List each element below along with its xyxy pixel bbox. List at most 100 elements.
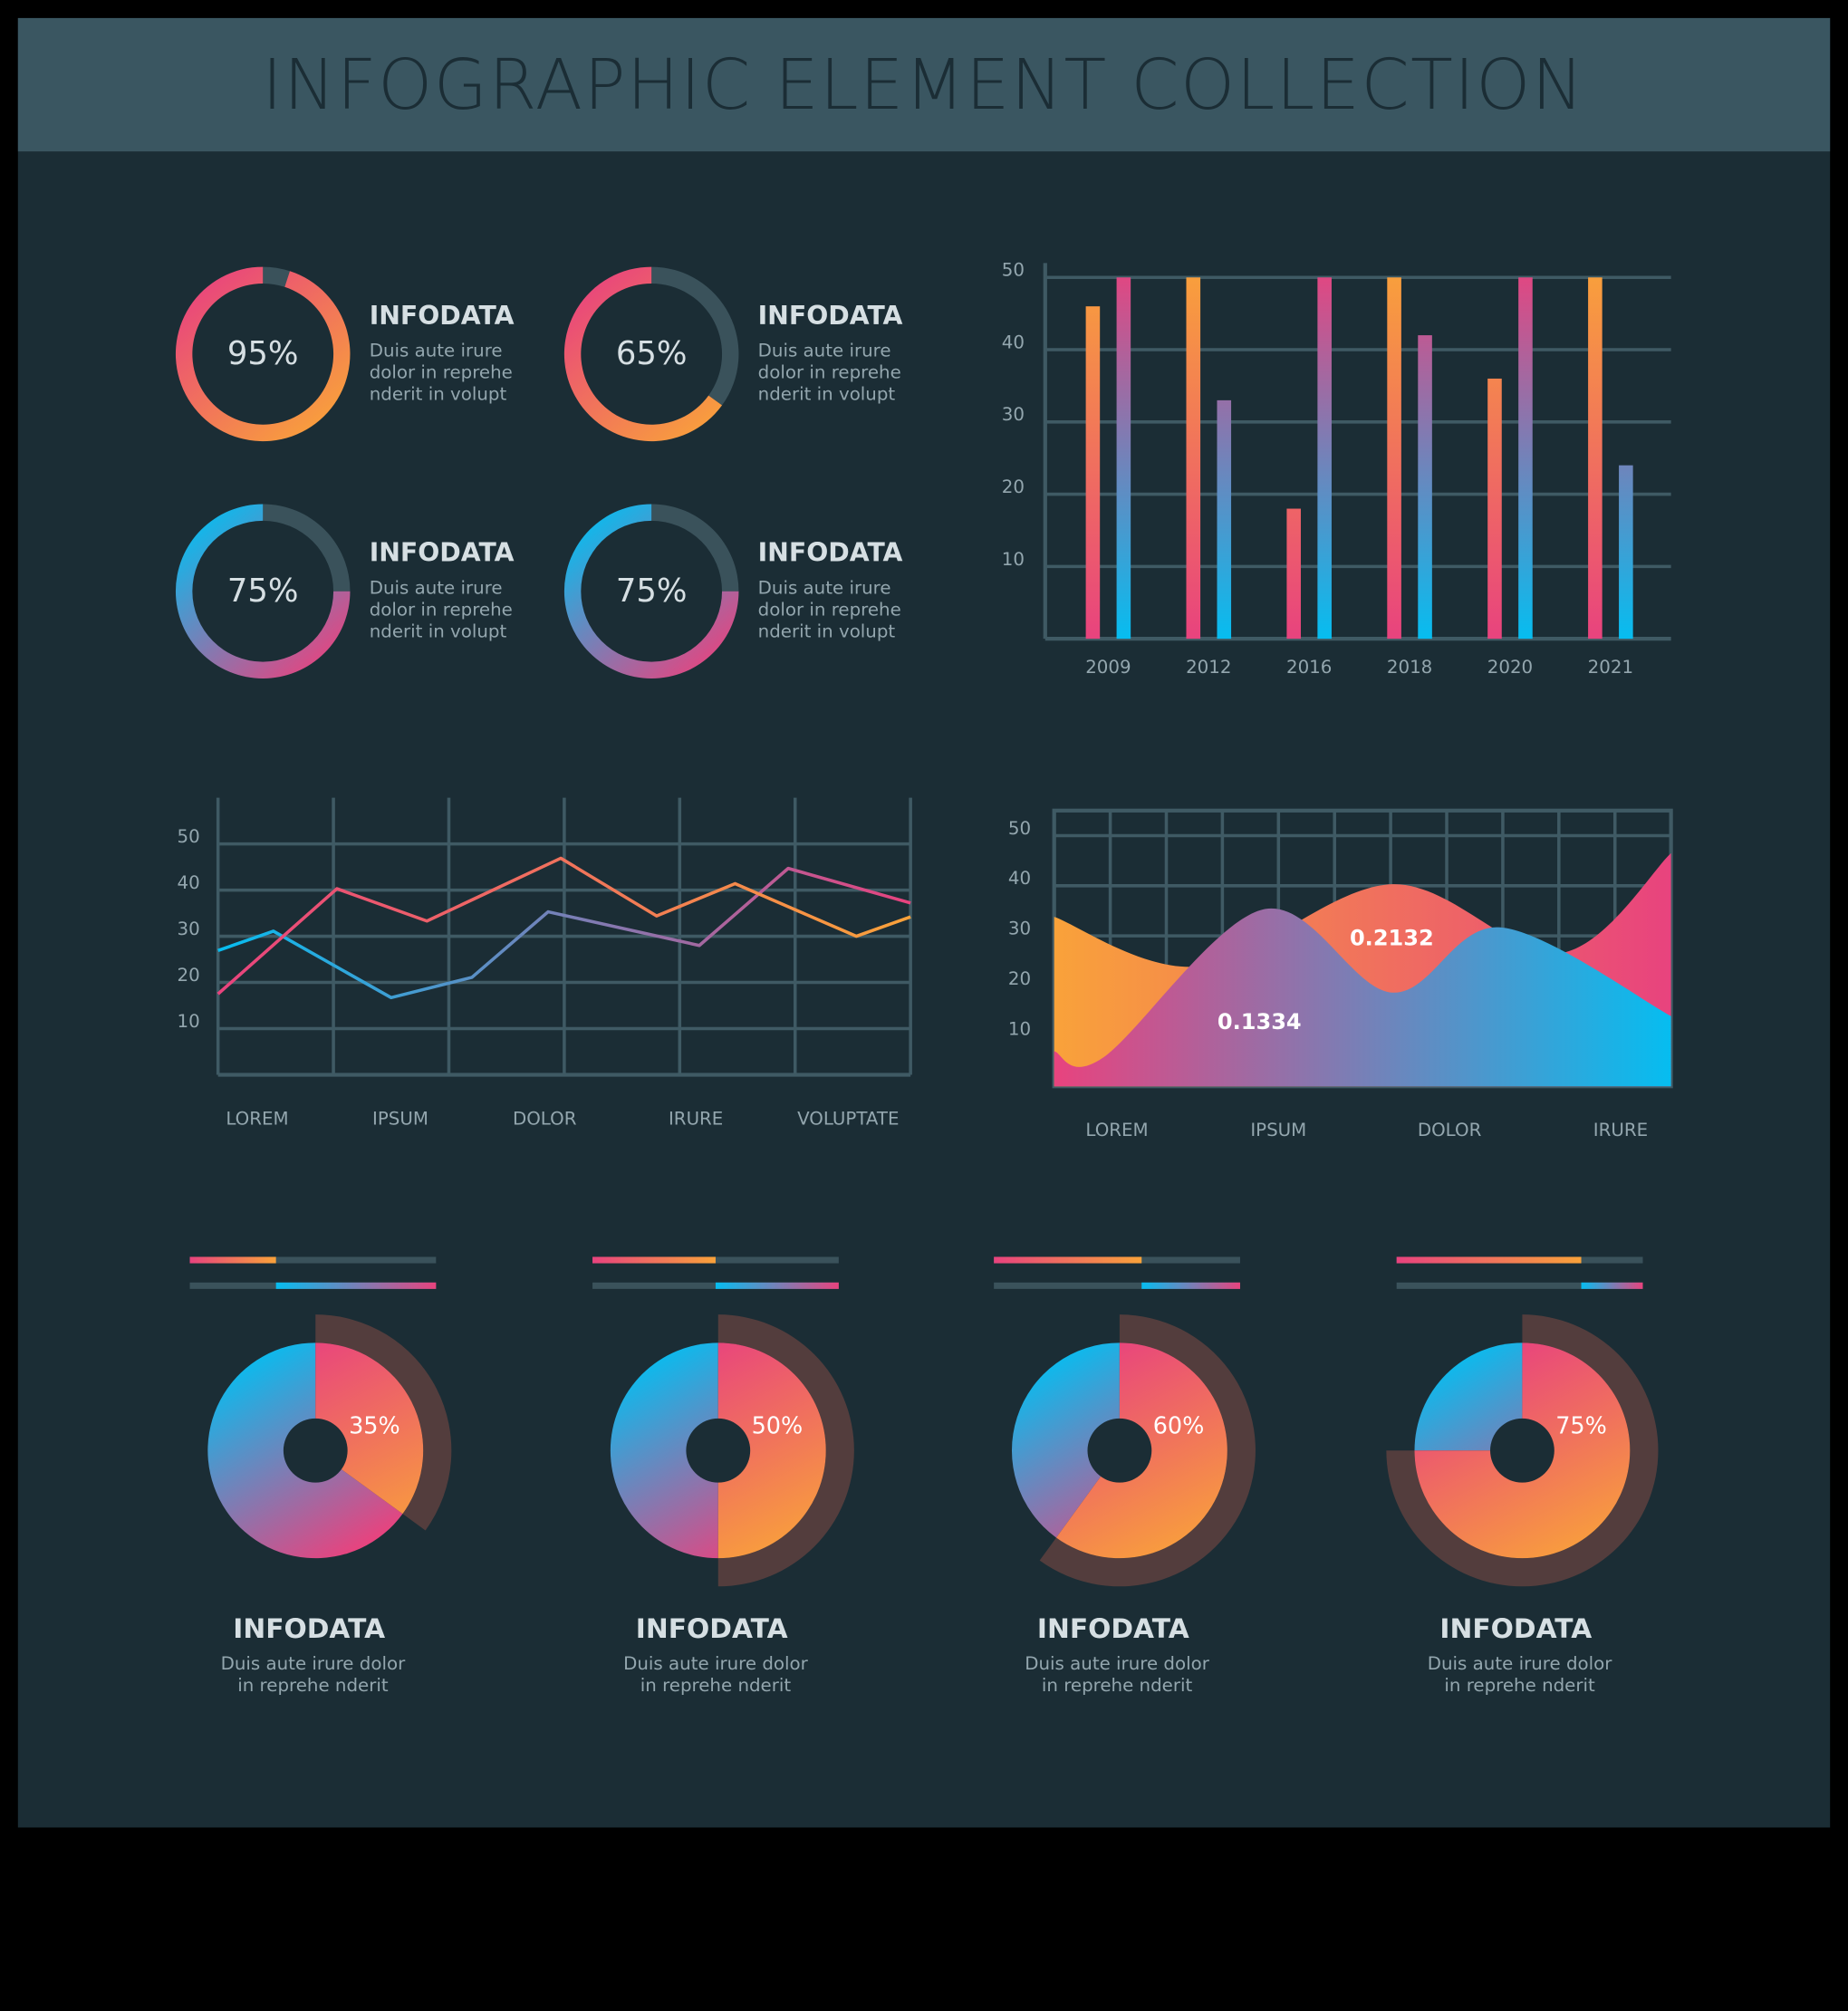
y-tick-label: 50 (1002, 260, 1025, 281)
x-tick-label: IPSUM (372, 1108, 428, 1129)
pie-label: 35% (349, 1413, 400, 1440)
donut-label: 75% (616, 573, 688, 610)
pie-rest (1414, 1342, 1523, 1451)
card-title: INFODATA (1439, 1613, 1592, 1645)
pie-label: 50% (752, 1413, 804, 1440)
pie-rest (1011, 1342, 1120, 1538)
progress-fill (1396, 1256, 1582, 1264)
page-title: INFOGRAPHIC ELEMENT COLLECTION (262, 45, 1584, 126)
progress-fill (592, 1256, 716, 1264)
x-tick-label: IPSUM (1250, 1120, 1306, 1140)
pie-outer-band (315, 1314, 452, 1531)
pie-hole (1087, 1418, 1152, 1483)
x-tick-label: 2021 (1588, 657, 1633, 678)
y-tick-label: 30 (178, 919, 200, 939)
donut-label: 65% (616, 335, 688, 372)
progress-fill (275, 1282, 437, 1289)
card-description: Duis aute irure dolor (623, 1653, 808, 1674)
x-tick-label: DOLOR (513, 1108, 577, 1129)
y-tick-label: 20 (1002, 476, 1025, 497)
progress-track (1396, 1282, 1643, 1289)
progress-fill (1581, 1282, 1643, 1289)
card-description: in reprehe nderit (1042, 1675, 1193, 1696)
donut-track (263, 266, 290, 287)
y-tick-label: 10 (178, 1011, 200, 1032)
line-series (217, 856, 911, 996)
y-tick-label: 30 (1002, 404, 1025, 425)
y-tick-label: 40 (1002, 332, 1025, 352)
progress-fill (715, 1282, 839, 1289)
x-tick-label: VOLUPTATE (797, 1108, 899, 1129)
pie-label: 75% (1555, 1413, 1607, 1440)
card-description: in reprehe nderit (640, 1675, 792, 1696)
pie-hole (283, 1418, 348, 1483)
progress-fill (1141, 1282, 1240, 1289)
card-description: Duis aute irure dolor (221, 1653, 406, 1674)
donut-track (263, 504, 351, 592)
progress-track (189, 1256, 437, 1264)
pie-outer-band (717, 1314, 854, 1587)
bar (1518, 277, 1533, 640)
card-description: Duis aute irure dolor (1428, 1653, 1612, 1674)
card-description: dolor in reprehe (758, 362, 901, 383)
y-tick-label: 10 (1002, 549, 1025, 570)
card-description: nderit in volupt (758, 621, 896, 642)
pie-outer-band (1039, 1314, 1256, 1587)
area-series (1054, 908, 1671, 1087)
y-tick-label: 30 (1008, 919, 1031, 939)
card-title: INFODATA (370, 301, 515, 331)
card-title: INFODATA (636, 1613, 788, 1645)
card-title: INFODATA (233, 1613, 385, 1645)
x-tick-label: IRURE (1593, 1120, 1648, 1140)
card-description: dolor in reprehe (758, 599, 901, 620)
card-description: nderit in volupt (370, 384, 507, 405)
bar (1286, 508, 1301, 640)
card-description: nderit in volupt (758, 384, 896, 405)
bar (1217, 399, 1232, 640)
bar (1387, 277, 1401, 640)
annotation: 0.1334 (1218, 1009, 1302, 1034)
x-tick-label: 2018 (1387, 657, 1432, 678)
pie-slice (315, 1342, 424, 1515)
bar (1619, 465, 1633, 640)
card-description: dolor in reprehe (370, 599, 513, 620)
bar (1418, 335, 1432, 640)
x-tick-label: DOLOR (1418, 1120, 1482, 1140)
y-tick-label: 20 (1008, 968, 1031, 989)
donut-label: 95% (227, 335, 299, 372)
card-description: Duis aute irure (758, 341, 891, 361)
y-tick-label: 20 (178, 965, 200, 986)
y-tick-label: 40 (178, 872, 200, 893)
pie-slice (717, 1342, 826, 1559)
x-tick-label: IRURE (669, 1108, 723, 1129)
x-tick-label: LOREM (1085, 1120, 1148, 1140)
pie-rest (610, 1342, 718, 1559)
y-tick-label: 40 (1008, 868, 1031, 889)
x-tick-label: 2012 (1186, 657, 1231, 678)
card-title: INFODATA (1037, 1613, 1189, 1645)
progress-fill (994, 1256, 1142, 1264)
donut-label: 75% (227, 573, 299, 610)
pie-hole (1490, 1418, 1554, 1483)
bar (1085, 306, 1101, 640)
y-tick-label: 10 (1008, 1018, 1031, 1039)
progress-track (994, 1282, 1240, 1289)
bar (1186, 277, 1201, 640)
x-tick-label: 2009 (1085, 657, 1131, 678)
line-series (217, 866, 911, 1000)
card-description: nderit in volupt (370, 621, 507, 642)
donut-track (651, 266, 739, 406)
card-description: Duis aute irure (370, 341, 503, 361)
card-description: dolor in reprehe (370, 362, 513, 383)
card-description: in reprehe nderit (1444, 1675, 1595, 1696)
donut-track (651, 504, 739, 592)
header (17, 17, 1831, 152)
pie-label: 60% (1153, 1413, 1205, 1440)
bar (1588, 277, 1603, 640)
pie-hole (686, 1418, 751, 1483)
bar (1116, 277, 1131, 640)
card-title: INFODATA (370, 538, 515, 568)
card-description: in reprehe nderit (237, 1675, 389, 1696)
